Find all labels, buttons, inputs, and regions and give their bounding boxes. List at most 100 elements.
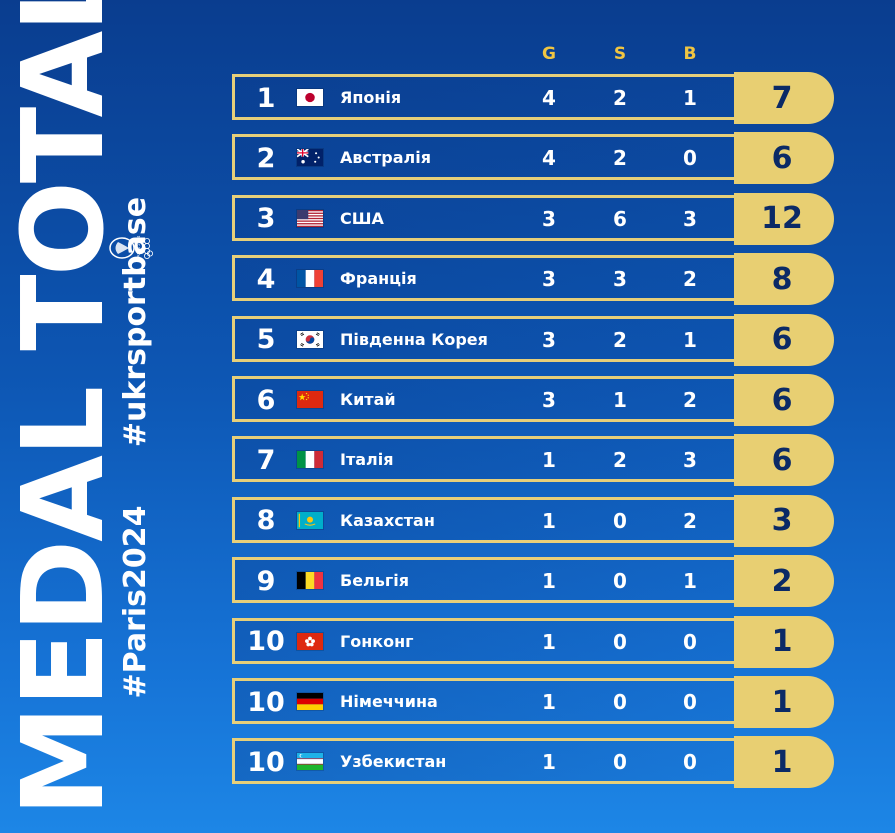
flag-germany-icon (297, 693, 323, 710)
bronze-count: 1 (683, 569, 697, 594)
bronze-count: 2 (683, 508, 697, 533)
row-frame (232, 255, 738, 302)
table-row: 1 10 Гонконг 1 0 0 (232, 615, 834, 668)
gold-count: 1 (542, 629, 556, 654)
total-medals: 1 (734, 736, 834, 789)
silver-count: 6 (613, 206, 627, 231)
silver-count: 2 (613, 448, 627, 473)
hashtag-paris: #Paris2024 (118, 505, 153, 699)
country-name: Бельгія (340, 571, 409, 591)
bronze-count: 0 (683, 146, 697, 171)
bronze-count: 0 (683, 690, 697, 714)
bronze-count: 3 (683, 206, 697, 231)
flag-australia-icon (297, 149, 323, 167)
silver-count: 0 (613, 508, 627, 533)
total-medals: 8 (734, 253, 834, 306)
bronze-count: 1 (683, 327, 697, 352)
flag-usa-icon (297, 209, 323, 227)
bronze-count: 3 (683, 448, 697, 473)
rank: 7 (256, 444, 276, 476)
total-medals: 3 (734, 494, 834, 547)
gold-count: 1 (542, 569, 556, 594)
table-row: 12 3 США 3 6 3 (232, 192, 834, 245)
total-medals: 2 (734, 555, 834, 608)
gold-count: 4 (542, 86, 556, 110)
table-row: 2 9 Бельгія 1 0 1 (232, 555, 834, 608)
total-medals: 6 (734, 434, 834, 487)
paris-2024-logo-icon: PARIS 2024 (109, 235, 153, 260)
table-row: 6 5 Південна Корея 3 2 1 (232, 313, 834, 366)
gold-count: 3 (542, 327, 556, 352)
flag-france-icon (297, 270, 323, 288)
silver-count: 2 (613, 327, 627, 352)
flag-italy-icon (297, 451, 323, 469)
table-row: 3 8 Казахстан 1 0 2 (232, 494, 834, 547)
silver-count: 3 (613, 267, 627, 292)
silver-count: 0 (613, 569, 627, 594)
row-frame (232, 557, 738, 604)
country-name: Китай (340, 390, 396, 409)
flag-belgium-icon (297, 572, 323, 590)
row-frame (232, 315, 738, 362)
gold-count: 3 (542, 267, 556, 292)
country-name: Австралія (340, 148, 431, 168)
silver-count: 1 (613, 388, 627, 412)
bronze-count: 1 (683, 86, 697, 110)
gold-count: 1 (542, 508, 556, 533)
table-row: 6 7 Італія 1 2 3 (232, 434, 834, 487)
header-gold: G (542, 44, 556, 64)
table-row: 6 6 Китай 3 1 2 (232, 374, 834, 426)
rank: 10 (247, 686, 285, 718)
flag-uzbekistan-icon (297, 753, 323, 771)
rank: 5 (256, 324, 276, 356)
rank: 1 (256, 82, 276, 114)
country-name: Німеччина (340, 692, 438, 711)
silver-count: 2 (613, 86, 627, 110)
bronze-count: 0 (683, 629, 697, 654)
rank: 2 (256, 142, 276, 174)
gold-count: 1 (542, 750, 556, 775)
country-name: США (340, 208, 384, 228)
total-medals: 12 (734, 192, 834, 245)
total-medals: 6 (734, 132, 834, 185)
gold-count: 4 (542, 146, 556, 171)
gold-count: 3 (542, 388, 556, 412)
flag-china-icon (297, 391, 323, 408)
rank: 9 (256, 565, 276, 597)
country-name: Італія (340, 450, 394, 470)
flag-kazakhstan-icon (297, 511, 323, 529)
rank: 10 (247, 746, 285, 778)
total-medals: 1 (734, 615, 834, 668)
silver-count: 0 (613, 750, 627, 775)
total-medals: 6 (734, 374, 834, 426)
gold-count: 3 (542, 206, 556, 231)
total-medals: 6 (734, 313, 834, 366)
gold-count: 1 (542, 448, 556, 473)
total-medals: 7 (734, 72, 834, 124)
rank: 6 (256, 384, 276, 416)
rank: 10 (247, 626, 285, 658)
header-silver: S (613, 44, 627, 64)
rank: 4 (256, 263, 276, 295)
bronze-count: 2 (683, 267, 697, 292)
table-row: 1 10 Німеччина 1 0 0 (232, 676, 834, 728)
country-name: Казахстан (340, 510, 435, 530)
country-name: Узбекистан (340, 752, 447, 772)
country-name: Японія (340, 88, 402, 107)
bronze-count: 2 (683, 388, 697, 412)
rank: 8 (256, 505, 276, 537)
header-bronze: B (683, 44, 697, 64)
country-name: Південна Корея (340, 329, 488, 349)
medal-total-title: MEDAL TOTAL (0, 0, 129, 817)
silver-count: 0 (613, 690, 627, 714)
silver-count: 2 (613, 146, 627, 171)
flag-south-korea-icon (297, 330, 323, 348)
table-row: 8 4 Франція 3 3 2 (232, 253, 834, 306)
country-name: Франція (340, 269, 417, 289)
country-name: Гонконг (340, 631, 414, 651)
table-row: 1 10 Узбекистан 1 0 0 (232, 736, 834, 789)
rank: 3 (256, 203, 276, 235)
total-medals: 1 (734, 676, 834, 728)
flag-japan-icon (297, 89, 323, 106)
table-row: 6 2 Австралія 4 2 0 (232, 132, 834, 185)
